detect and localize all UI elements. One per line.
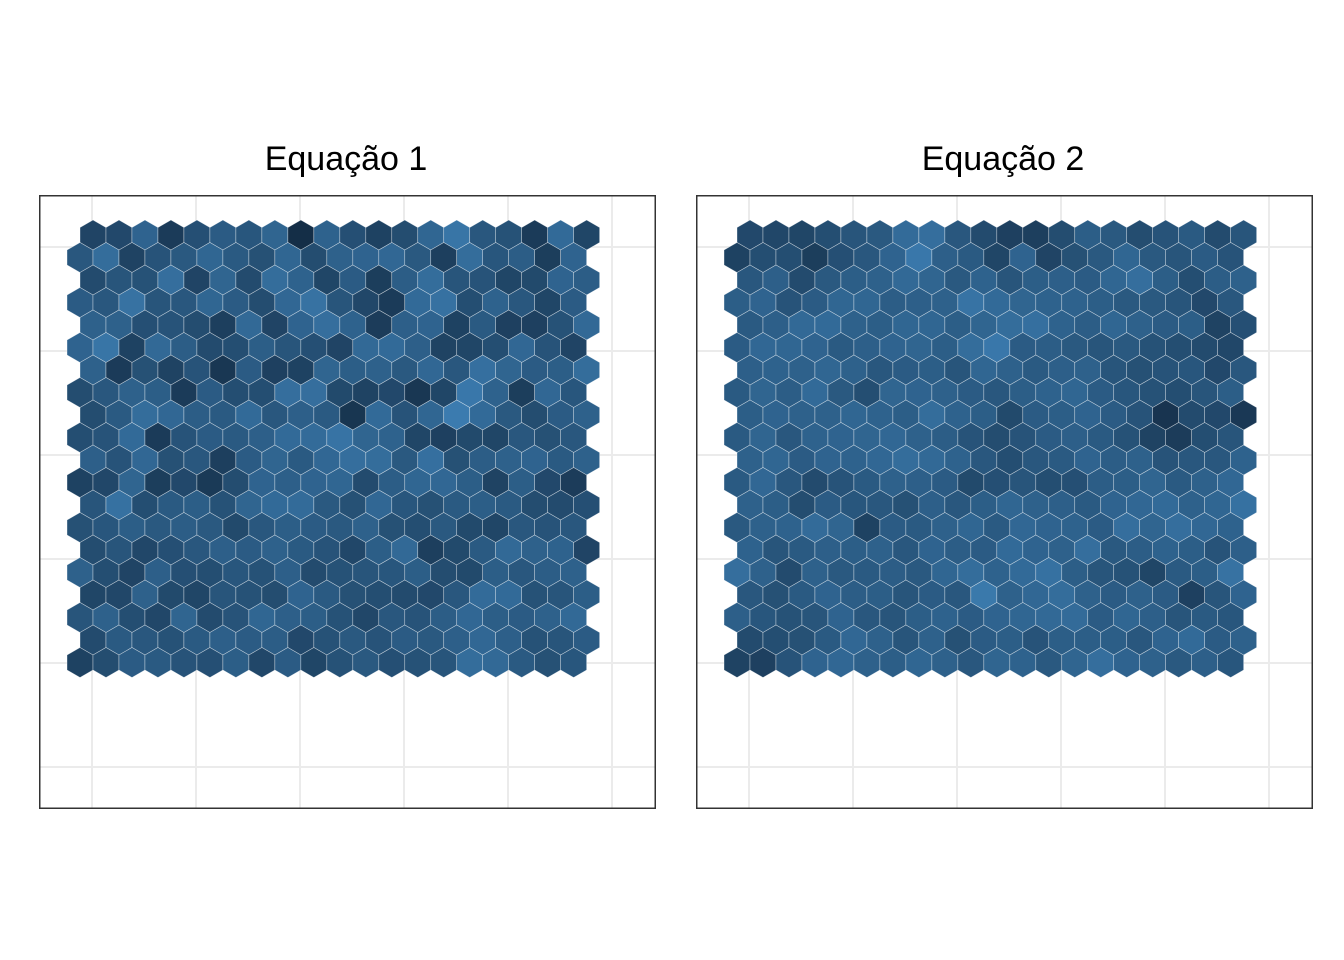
panel-equacao-1: Equação 1	[39, 140, 656, 809]
panel-equacao-2: Equação 2	[696, 140, 1313, 809]
panel-title-1: Equação 1	[265, 140, 428, 178]
hex-cell	[1217, 647, 1244, 678]
panel-border	[39, 195, 656, 809]
panel-title-2: Equação 2	[922, 140, 1085, 178]
hex-cell	[560, 647, 587, 678]
panel-border	[696, 195, 1313, 809]
